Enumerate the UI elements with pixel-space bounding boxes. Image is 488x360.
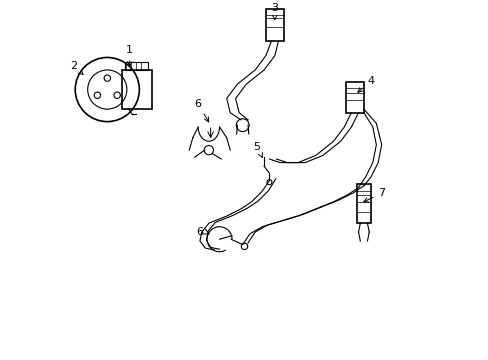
Bar — [265, 9, 283, 41]
Text: 7: 7 — [363, 188, 385, 202]
Text: 2: 2 — [70, 61, 83, 75]
Bar — [125, 62, 148, 70]
Bar — [356, 184, 370, 223]
Text: 4: 4 — [357, 76, 374, 92]
Text: 6: 6 — [194, 99, 208, 122]
Bar — [346, 82, 363, 113]
Text: 6: 6 — [196, 227, 203, 237]
Text: 1: 1 — [126, 45, 133, 66]
Bar — [122, 70, 152, 109]
Text: 5: 5 — [253, 141, 262, 157]
Text: 3: 3 — [271, 3, 278, 20]
